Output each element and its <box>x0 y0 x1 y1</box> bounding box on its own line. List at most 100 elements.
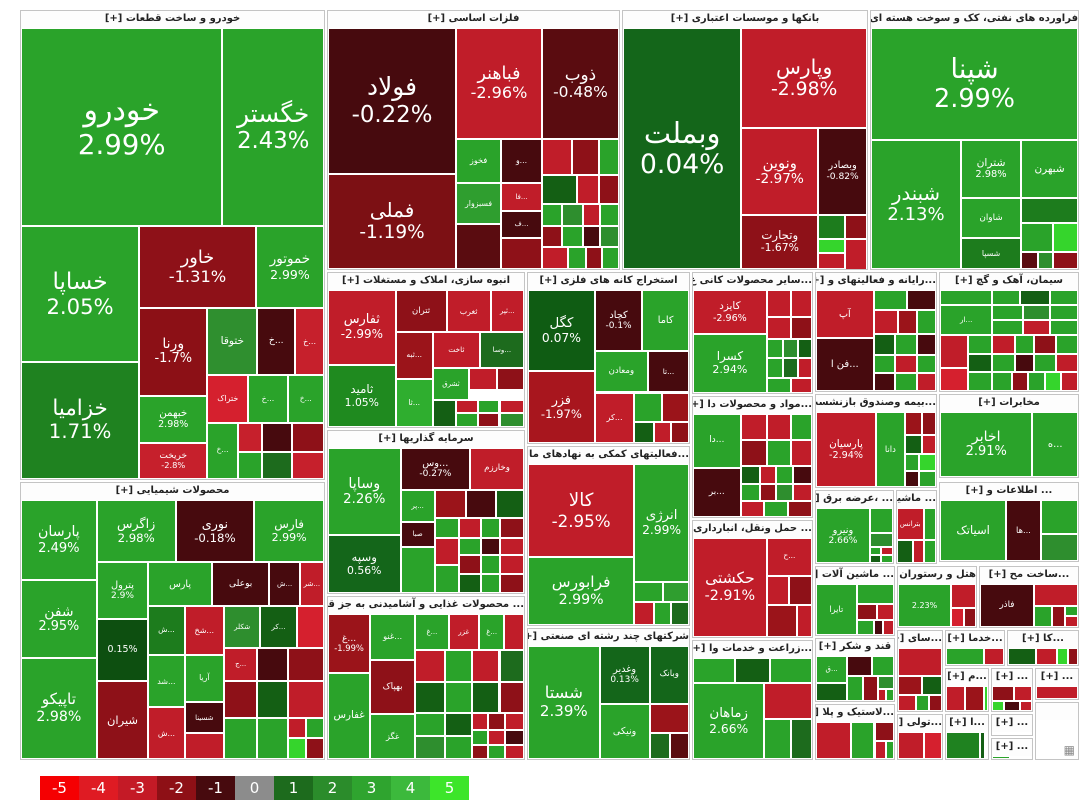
stock-tile[interactable] <box>634 581 664 603</box>
stock-tile[interactable] <box>845 238 867 269</box>
stock-tile-ونیکی[interactable]: ونیکی <box>599 703 650 759</box>
stock-tile[interactable] <box>904 434 922 454</box>
stock-tile[interactable] <box>456 399 478 414</box>
stock-tile[interactable] <box>477 399 500 414</box>
stock-tile-اسیاتک[interactable]: اسیاتک <box>940 500 1007 561</box>
stock-tile-کسرا[interactable]: کسرا 2.94% <box>693 334 767 393</box>
stock-tile[interactable] <box>1022 320 1051 336</box>
stock-tile[interactable] <box>1021 197 1078 224</box>
stock-tile[interactable] <box>904 454 920 471</box>
stock-tile[interactable] <box>480 517 501 538</box>
stock-tile[interactable] <box>505 744 524 759</box>
stock-tile-...دا[interactable]: ...دا <box>693 414 741 468</box>
stock-tile-شکلر[interactable]: شکلر <box>224 606 261 648</box>
stock-tile[interactable] <box>500 537 524 556</box>
stock-tile[interactable] <box>904 470 920 487</box>
stock-tile[interactable] <box>500 574 524 593</box>
stock-tile[interactable] <box>415 712 445 736</box>
stock-tile[interactable] <box>740 484 760 501</box>
stock-tile[interactable] <box>598 138 619 175</box>
stock-tile[interactable] <box>562 203 583 226</box>
stock-tile[interactable] <box>1028 371 1045 391</box>
stock-tile[interactable] <box>541 175 577 204</box>
stock-tile-ثتران[interactable]: ثتران <box>395 290 447 333</box>
stock-tile-وبصادر[interactable]: وبصادر -0.82% <box>818 128 867 215</box>
stock-tile[interactable] <box>541 225 563 248</box>
stock-tile-...کر[interactable]: ...کر <box>260 606 297 648</box>
stock-tile[interactable] <box>740 414 767 440</box>
stock-tile[interactable] <box>874 722 894 741</box>
stock-tile[interactable] <box>663 581 689 603</box>
stock-tile[interactable] <box>897 539 913 563</box>
stock-tile-...ها[interactable]: ...ها <box>1006 500 1041 561</box>
stock-tile[interactable] <box>898 695 916 711</box>
stock-tile-...ز[interactable] <box>504 614 524 651</box>
stock-tile-ثشرق[interactable]: ثشرق <box>432 368 470 400</box>
stock-tile[interactable] <box>951 584 976 608</box>
stock-tile-غزر[interactable]: غزر <box>448 614 479 651</box>
stock-tile[interactable] <box>776 465 793 485</box>
stock-tile[interactable] <box>1020 701 1032 711</box>
sector-title[interactable]: ...سای [+] <box>898 631 942 648</box>
stock-tile[interactable] <box>766 605 797 637</box>
stock-tile[interactable] <box>792 484 812 501</box>
stock-tile[interactable] <box>237 451 262 479</box>
stock-tile[interactable] <box>287 717 306 739</box>
stock-tile[interactable] <box>921 434 936 454</box>
stock-tile-فملی[interactable]: فملی -1.19% <box>328 173 457 269</box>
sector-title[interactable]: ... [+] <box>1036 669 1078 686</box>
stock-tile[interactable] <box>1021 223 1054 253</box>
stock-tile[interactable] <box>797 339 812 358</box>
stock-tile[interactable] <box>992 320 1023 336</box>
stock-tile[interactable] <box>649 733 671 759</box>
stock-tile[interactable] <box>499 650 524 683</box>
stock-tile[interactable] <box>434 565 460 593</box>
stock-tile-شستا[interactable]: شستا 2.39% <box>528 646 600 759</box>
stock-tile[interactable] <box>1065 616 1078 627</box>
stock-tile[interactable] <box>600 225 619 248</box>
stock-tile[interactable] <box>919 454 936 471</box>
stock-tile[interactable] <box>1050 290 1078 306</box>
stock-tile[interactable] <box>1053 223 1078 253</box>
stock-tile[interactable] <box>261 451 293 479</box>
stock-tile[interactable] <box>1033 584 1078 606</box>
stock-tile[interactable] <box>992 353 1015 372</box>
stock-tile-شبندر[interactable]: شبندر 2.13% <box>871 140 962 269</box>
stock-tile[interactable] <box>983 686 988 711</box>
stock-tile[interactable] <box>434 517 460 538</box>
sector-title[interactable]: ...زراعت و خدمات وا [+] <box>693 641 812 658</box>
stock-tile[interactable] <box>292 422 324 452</box>
stock-tile-...ثپر[interactable]: ...ثپر <box>490 290 524 333</box>
stock-tile[interactable] <box>1033 335 1056 354</box>
stock-tile[interactable] <box>790 439 812 466</box>
stock-tile[interactable] <box>818 238 846 254</box>
stock-tile[interactable] <box>499 399 524 414</box>
stock-tile[interactable] <box>1051 605 1066 627</box>
stock-tile[interactable] <box>963 607 976 627</box>
stock-tile[interactable]: 2.23% <box>898 584 952 627</box>
stock-tile[interactable] <box>770 658 812 684</box>
stock-tile[interactable] <box>869 508 893 533</box>
stock-tile[interactable] <box>907 290 936 311</box>
stock-tile[interactable] <box>499 413 524 427</box>
stock-tile[interactable] <box>940 367 968 391</box>
stock-tile-ونوین[interactable]: ونوین -2.97% <box>741 128 819 215</box>
stock-tile[interactable] <box>296 606 324 648</box>
stock-tile[interactable] <box>876 604 894 620</box>
stock-tile[interactable] <box>790 316 812 340</box>
stock-tile[interactable] <box>257 681 288 718</box>
stock-tile-خاور[interactable]: خاور -1.31% <box>139 226 256 308</box>
stock-tile-...خ[interactable]: ...خ <box>207 422 238 479</box>
stock-tile[interactable] <box>671 421 689 443</box>
stock-tile-وبانک[interactable]: وبانک <box>649 646 689 704</box>
stock-tile[interactable] <box>992 335 1015 354</box>
stock-tile[interactable] <box>792 465 812 485</box>
stock-tile[interactable] <box>873 310 898 335</box>
stock-tile[interactable] <box>287 738 306 759</box>
sector-title[interactable]: ...مواد و محصولات دا [+] <box>693 397 812 414</box>
sector-title[interactable]: مخابرات [+] <box>940 395 1078 412</box>
stock-tile-وخارزم[interactable]: وخارزم <box>470 448 524 491</box>
stock-tile[interactable] <box>912 539 925 563</box>
stock-tile[interactable] <box>886 688 894 701</box>
stock-tile[interactable] <box>487 712 506 730</box>
